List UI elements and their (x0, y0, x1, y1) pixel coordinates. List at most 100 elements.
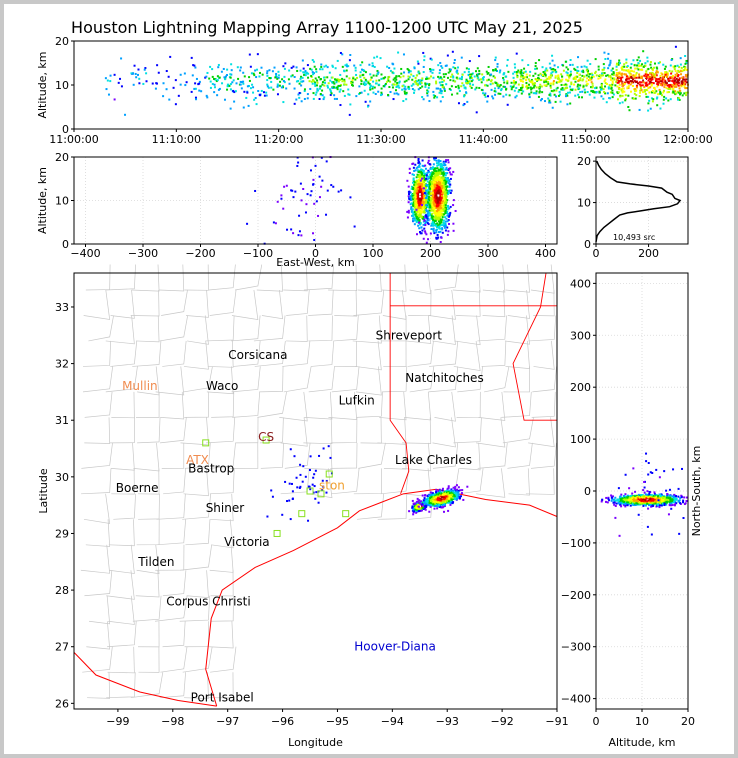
time-altitude-source (309, 87, 312, 90)
time-altitude-source (684, 55, 687, 58)
map-lightning-source (445, 491, 448, 494)
time-altitude-source (647, 86, 650, 89)
county-boundary (308, 468, 333, 499)
time-altitude-source (669, 86, 672, 89)
time-altitude-source (246, 91, 249, 94)
time-altitude-source (245, 96, 248, 99)
time-altitude-source (460, 77, 463, 80)
ew-altitude-source (420, 226, 423, 229)
ew-altitude-source (438, 172, 441, 175)
time-altitude-source (610, 85, 613, 88)
time-altitude-source (635, 89, 638, 92)
time-altitude-source (612, 71, 615, 74)
time-altitude-source (450, 85, 453, 88)
ew-altitude-source (444, 202, 447, 205)
time-altitude-source (341, 53, 344, 56)
county-boundary (508, 468, 530, 496)
time-altitude-source (438, 77, 441, 80)
time-altitude-source (345, 63, 348, 66)
ew-altitude-source (418, 170, 421, 173)
time-altitude-source (387, 77, 390, 80)
time-altitude-source (500, 89, 503, 92)
time-altitude-source (644, 62, 647, 65)
x-tick-label: 400 (535, 247, 556, 260)
ew-altitude-source (412, 204, 415, 207)
time-altitude-source (169, 55, 172, 58)
time-altitude-source (395, 85, 398, 88)
time-altitude-source (410, 84, 413, 87)
time-altitude-source (560, 73, 563, 76)
time-altitude-source (302, 67, 305, 70)
time-altitude-source (616, 78, 619, 81)
time-altitude-source (642, 81, 645, 84)
map-lightning-source (443, 502, 446, 505)
ew-altitude-source (415, 207, 418, 210)
ew-altitude-source (282, 207, 285, 210)
time-altitude-source (351, 83, 354, 86)
ew-altitude-source (444, 177, 447, 180)
ew-altitude-source (436, 218, 439, 221)
ew-altitude-source (412, 177, 415, 180)
time_altitude-frame (73, 40, 689, 130)
time-altitude-source (558, 80, 561, 83)
time-altitude-source (502, 78, 505, 81)
time-altitude-source (544, 71, 547, 74)
time-altitude-source (621, 94, 624, 97)
map-lightning-source (412, 513, 415, 516)
time-altitude-source (676, 98, 679, 101)
time-altitude-source (659, 92, 662, 95)
map-lightning-source (421, 494, 424, 497)
time-altitude-source (578, 73, 581, 76)
map-lightning-source (437, 493, 440, 496)
time-altitude-source (369, 88, 372, 91)
time-altitude-source (313, 80, 316, 83)
time-altitude-source (306, 97, 309, 100)
ew-altitude-source (421, 201, 424, 204)
ew-altitude-source (436, 209, 439, 212)
county-boundary (233, 340, 261, 367)
county-boundary (86, 621, 111, 650)
ew-altitude-source (296, 156, 299, 159)
time-altitude-source (506, 64, 509, 67)
county-boundary (111, 468, 135, 495)
time-altitude-source (566, 91, 569, 94)
time-altitude-source (574, 68, 577, 71)
time-altitude-source (512, 76, 515, 79)
time-altitude-source (583, 88, 586, 91)
time-altitude-source (659, 83, 662, 86)
time-altitude-source (489, 83, 492, 86)
ew-altitude-source (430, 177, 433, 180)
time-altitude-source (603, 91, 606, 94)
time-altitude-source (354, 78, 357, 81)
time-altitude-source (329, 93, 332, 96)
ew-altitude-source (443, 197, 446, 200)
county-boundary (457, 366, 483, 393)
time-altitude-source (544, 74, 547, 77)
county-boundary (458, 468, 484, 495)
time-altitude-source (502, 85, 505, 88)
time-altitude-source (432, 76, 435, 79)
ew-altitude-source (424, 167, 427, 170)
time-altitude-source (625, 61, 628, 64)
time-altitude-source (369, 73, 372, 76)
ew-altitude-source (444, 204, 447, 207)
map-lightning-source (415, 505, 418, 508)
time-altitude-source (544, 79, 547, 82)
time-altitude-source (461, 73, 464, 76)
time-altitude-source (468, 80, 471, 83)
ew-altitude-source (436, 222, 439, 225)
ew-altitude-source (419, 169, 422, 172)
time-altitude-source (615, 63, 618, 66)
ew-altitude-source (427, 169, 430, 172)
ew-altitude-source (420, 216, 423, 219)
x-tick-label: 0 (312, 247, 319, 260)
time-altitude-source (666, 72, 669, 75)
time-altitude-source (517, 69, 520, 72)
time-altitude-source (194, 87, 197, 90)
ew-altitude-source (444, 172, 447, 175)
ew-altitude-source (410, 202, 413, 205)
time-altitude-source (314, 77, 317, 80)
time-altitude-source (211, 68, 214, 71)
ew-altitude-source (433, 210, 436, 213)
